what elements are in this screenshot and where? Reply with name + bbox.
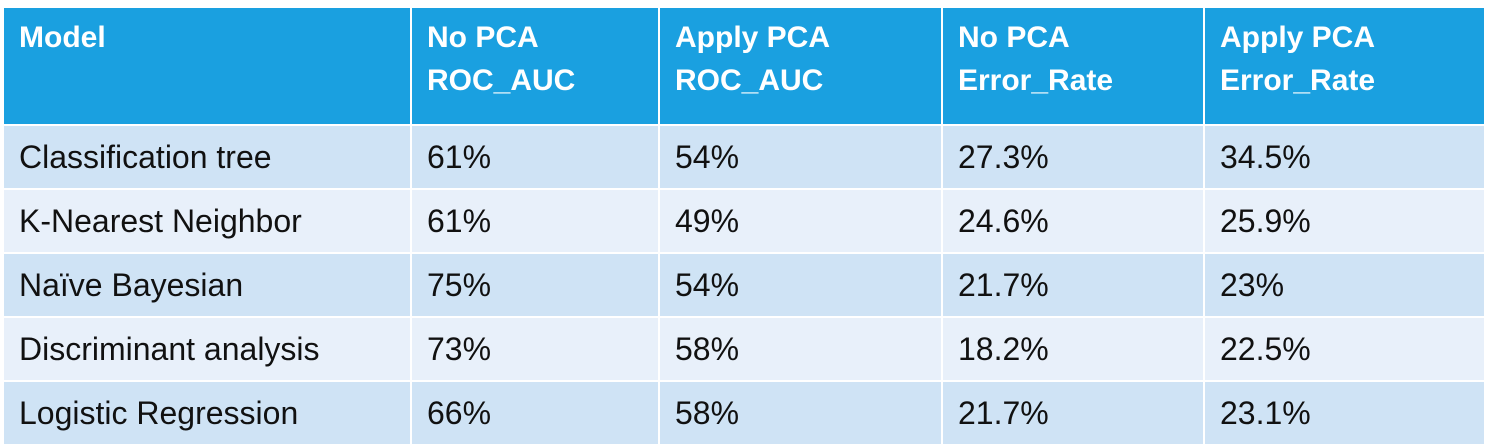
header-apply-pca-error-rate: Apply PCA Error_Rate [1203, 6, 1486, 126]
cell-no-pca-error-rate: 18.2% [941, 316, 1205, 382]
cell-apply-pca-error-rate: 34.5% [1203, 124, 1486, 190]
cell-model: Classification tree [2, 124, 412, 190]
header-no-pca-error-rate-line2: Error_Rate [958, 64, 1114, 97]
cell-no-pca-error-rate: 21.7% [941, 252, 1205, 318]
header-no-pca-roc-auc-line1: No PCA [427, 21, 539, 54]
header-no-pca-roc-auc: No PCA ROC_AUC [410, 6, 660, 126]
cell-model: K-Nearest Neighbor [2, 188, 412, 254]
table-row: Logistic Regression 66% 58% 21.7% 23.1% [2, 380, 1486, 446]
cell-apply-pca-roc-auc: 54% [658, 124, 943, 190]
header-apply-pca-roc-auc: Apply PCA ROC_AUC [658, 6, 943, 126]
table-row: Classification tree 61% 54% 27.3% 34.5% [2, 124, 1486, 190]
header-no-pca-roc-auc-line2: ROC_AUC [427, 64, 576, 97]
table-row: K-Nearest Neighbor 61% 49% 24.6% 25.9% [2, 188, 1486, 254]
table-header-row: Model No PCA ROC_AUC Apply PCA ROC_AUC N… [2, 6, 1486, 126]
header-no-pca-error-rate-line1: No PCA [958, 21, 1070, 54]
cell-apply-pca-error-rate: 25.9% [1203, 188, 1486, 254]
cell-no-pca-roc-auc: 61% [410, 124, 660, 190]
header-model: Model [2, 6, 412, 126]
results-table-container: Model No PCA ROC_AUC Apply PCA ROC_AUC N… [2, 6, 1486, 446]
cell-no-pca-roc-auc: 66% [410, 380, 660, 446]
cell-apply-pca-roc-auc: 58% [658, 316, 943, 382]
cell-apply-pca-error-rate: 23% [1203, 252, 1486, 318]
cell-apply-pca-error-rate: 23.1% [1203, 380, 1486, 446]
cell-no-pca-roc-auc: 73% [410, 316, 660, 382]
cell-apply-pca-error-rate: 22.5% [1203, 316, 1486, 382]
header-apply-pca-roc-auc-line1: Apply PCA [675, 21, 831, 54]
header-apply-pca-error-rate-line1: Apply PCA [1220, 21, 1376, 54]
cell-no-pca-error-rate: 24.6% [941, 188, 1205, 254]
header-apply-pca-roc-auc-line2: ROC_AUC [675, 64, 824, 97]
cell-no-pca-roc-auc: 61% [410, 188, 660, 254]
results-table: Model No PCA ROC_AUC Apply PCA ROC_AUC N… [2, 6, 1486, 446]
cell-no-pca-error-rate: 21.7% [941, 380, 1205, 446]
cell-apply-pca-roc-auc: 49% [658, 188, 943, 254]
cell-apply-pca-roc-auc: 58% [658, 380, 943, 446]
header-apply-pca-error-rate-line2: Error_Rate [1220, 64, 1376, 97]
cell-no-pca-roc-auc: 75% [410, 252, 660, 318]
cell-model: Discriminant analysis [2, 316, 412, 382]
cell-no-pca-error-rate: 27.3% [941, 124, 1205, 190]
header-no-pca-error-rate: No PCA Error_Rate [941, 6, 1205, 126]
cell-model: Logistic Regression [2, 380, 412, 446]
cell-model: Naïve Bayesian [2, 252, 412, 318]
cell-apply-pca-roc-auc: 54% [658, 252, 943, 318]
table-row: Naïve Bayesian 75% 54% 21.7% 23% [2, 252, 1486, 318]
header-model-line1: Model [19, 21, 106, 54]
table-row: Discriminant analysis 73% 58% 18.2% 22.5… [2, 316, 1486, 382]
